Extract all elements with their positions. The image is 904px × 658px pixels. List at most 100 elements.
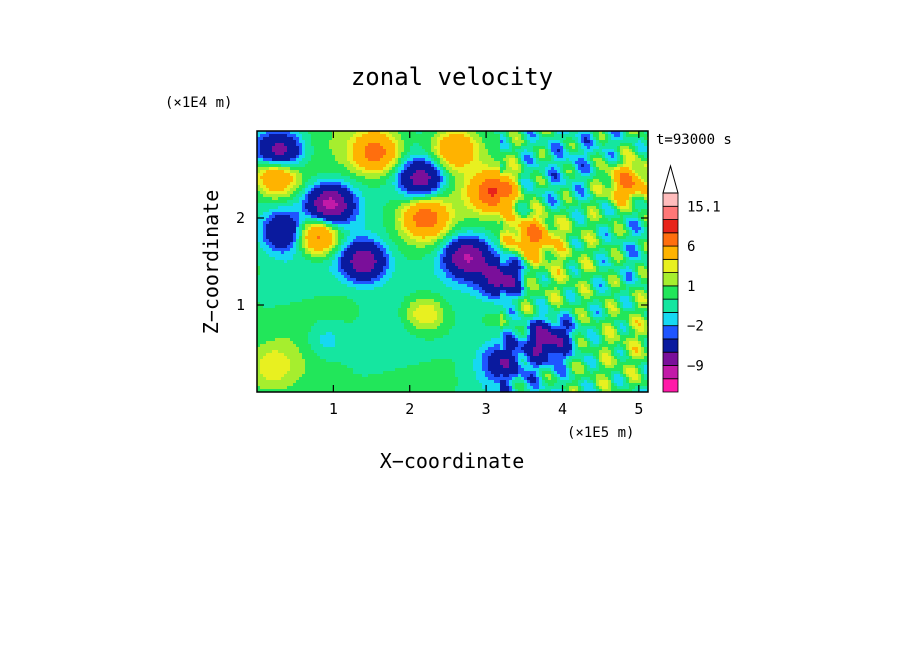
contour-cell	[272, 239, 276, 243]
contour-cell	[575, 206, 579, 210]
contour-cell	[371, 239, 375, 243]
contour-cell	[488, 242, 492, 246]
contour-cell	[467, 194, 471, 198]
contour-cell	[413, 236, 417, 240]
contour-cell	[488, 182, 492, 186]
contour-cell	[506, 203, 510, 207]
contour-cell	[566, 200, 570, 204]
contour-cell	[428, 167, 432, 171]
contour-cell	[320, 173, 324, 177]
y-unit-label: (×1E4 m)	[165, 95, 232, 111]
contour-cell	[305, 200, 309, 204]
contour-cell	[368, 131, 372, 135]
contour-cell	[335, 167, 339, 171]
contour-cell	[569, 152, 573, 156]
contour-cell	[515, 134, 519, 138]
contour-cell	[449, 209, 453, 213]
contour-cell	[428, 200, 432, 204]
contour-cell	[521, 194, 525, 198]
contour-cell	[563, 239, 567, 243]
contour-cell	[623, 230, 627, 234]
contour-cell	[641, 176, 645, 180]
contour-cell	[392, 221, 396, 225]
contour-cell	[563, 173, 567, 177]
contour-cell	[332, 137, 336, 141]
contour-cell	[590, 224, 594, 228]
contour-cell	[329, 143, 333, 147]
contour-cell	[623, 158, 627, 162]
contour-cell	[458, 221, 462, 225]
contour-cell	[614, 152, 618, 156]
contour-cell	[350, 176, 354, 180]
contour-cell	[296, 185, 300, 189]
contour-cell	[260, 179, 264, 183]
contour-cell	[467, 203, 471, 207]
contour-cell	[587, 146, 591, 150]
contour-cell	[596, 233, 600, 237]
chart-title: zonal velocity	[351, 63, 553, 91]
contour-cell	[290, 167, 294, 171]
contour-cell	[287, 143, 291, 147]
contour-cell	[350, 200, 354, 204]
contour-cell	[476, 215, 480, 219]
contour-cell	[545, 167, 549, 171]
contour-cell	[545, 236, 549, 240]
contour-cell	[329, 230, 333, 234]
contour-cell	[614, 143, 618, 147]
contour-cell	[281, 242, 285, 246]
contour-cell	[500, 227, 504, 231]
contour-cell	[404, 149, 408, 153]
contour-cell	[557, 173, 561, 177]
contour-cell	[407, 221, 411, 225]
contour-cell	[311, 140, 315, 144]
contour-cell	[569, 140, 573, 144]
contour-cell	[446, 191, 450, 195]
contour-cell	[548, 221, 552, 225]
contour-cell	[581, 215, 585, 219]
contour-cell	[452, 209, 456, 213]
contour-cell	[356, 176, 360, 180]
contour-cell	[341, 161, 345, 165]
contour-cell	[614, 197, 618, 201]
contour-cell	[380, 197, 384, 201]
contour-cell	[308, 209, 312, 213]
contour-cell	[545, 137, 549, 141]
contour-cell	[623, 146, 627, 150]
contour-cell	[329, 158, 333, 162]
contour-cell	[509, 206, 513, 210]
contour-cell	[392, 182, 396, 186]
contour-cell	[608, 209, 612, 213]
contour-cell	[416, 158, 420, 162]
contour-cell	[416, 164, 420, 168]
contour-cell	[311, 209, 315, 213]
contour-cell	[356, 224, 360, 228]
contour-cell	[377, 131, 381, 135]
contour-cell	[596, 179, 600, 183]
contour-cell	[560, 209, 564, 213]
contour-cell	[368, 146, 372, 150]
contour-cell	[371, 230, 375, 234]
contour-cell	[311, 161, 315, 165]
contour-cell	[512, 215, 516, 219]
contour-cell	[629, 170, 633, 174]
contour-cell	[506, 143, 510, 147]
contour-cell	[464, 242, 468, 246]
contour-cell	[545, 230, 549, 234]
contour-cell	[581, 233, 585, 237]
contour-cell	[578, 197, 582, 201]
contour-cell	[425, 179, 429, 183]
contour-cell	[464, 224, 468, 228]
contour-cell	[269, 167, 273, 171]
contour-cell	[644, 218, 648, 222]
contour-cell	[338, 239, 342, 243]
contour-cell	[272, 167, 276, 171]
contour-cell	[263, 203, 267, 207]
contour-cell	[473, 230, 477, 234]
contour-cell	[491, 158, 495, 162]
contour-cell	[593, 137, 597, 141]
contour-cell	[539, 170, 543, 174]
contour-cell	[365, 212, 369, 216]
contour-cell	[296, 179, 300, 183]
contour-cell	[263, 194, 267, 198]
contour-cell	[458, 161, 462, 165]
